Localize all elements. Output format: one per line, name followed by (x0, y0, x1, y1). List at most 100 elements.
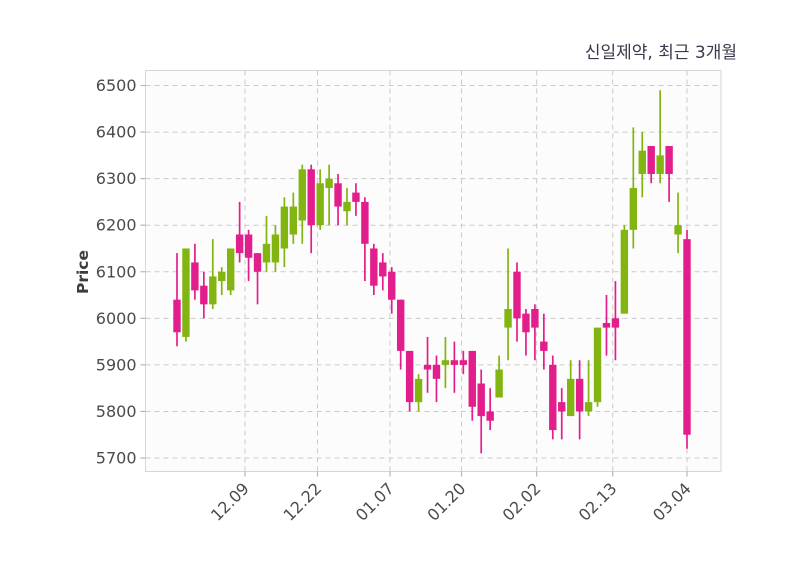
candle-body (638, 150, 646, 174)
y-tick-label: 6200 (96, 216, 137, 235)
candle (280, 197, 289, 268)
candle-body (352, 192, 360, 202)
candle-body (522, 313, 530, 333)
x-tick-label: 01.07 (352, 479, 398, 525)
y-tick-label: 6400 (96, 123, 137, 142)
plot-border (145, 70, 722, 472)
candle (325, 164, 333, 226)
candle (683, 229, 691, 449)
candle (575, 360, 584, 440)
candle (665, 146, 673, 202)
candle-body (566, 378, 575, 417)
candle-body (325, 178, 333, 188)
candle-wick (328, 164, 330, 226)
candle (620, 225, 629, 314)
candle (593, 327, 602, 407)
candle-wick (489, 388, 492, 431)
candle-body (647, 146, 655, 174)
candle-body (289, 206, 298, 235)
candle (334, 173, 342, 226)
candle (423, 336, 432, 393)
candle-body (191, 262, 199, 291)
y-tick-label: 6000 (96, 309, 137, 328)
candle-wick (677, 192, 679, 254)
candle-body (540, 341, 548, 351)
candle-wick (659, 90, 662, 184)
x-tick-label: 03.04 (649, 479, 695, 525)
candle (191, 243, 199, 300)
candle-body (432, 364, 441, 379)
candle-body (575, 378, 584, 412)
candle (253, 253, 262, 305)
candle (611, 281, 620, 361)
candle-wick (453, 341, 456, 393)
candle (173, 253, 181, 347)
candle-body (209, 276, 217, 305)
candle-body (674, 225, 682, 235)
candle (674, 192, 682, 254)
candle (584, 360, 593, 417)
candle-body (396, 299, 405, 351)
candle (209, 239, 217, 309)
candle-body (486, 411, 494, 421)
candle-body (620, 229, 629, 314)
candle (432, 355, 441, 403)
y-tick-label: 5800 (96, 402, 137, 421)
axis-ticks (140, 84, 688, 477)
candle-body (558, 402, 566, 412)
candle-body (549, 364, 557, 431)
candle (235, 201, 244, 263)
candle-body (495, 369, 503, 398)
candle-wick (256, 253, 259, 305)
candle (450, 341, 459, 393)
candle-body (611, 318, 620, 328)
candle-body (414, 378, 423, 403)
candle-body (182, 248, 190, 337)
candle-wick (587, 360, 590, 417)
candle-body (253, 253, 262, 272)
candle (316, 169, 324, 230)
candle-body (271, 234, 280, 263)
candle (477, 369, 485, 454)
x-tick-label: 02.13 (575, 479, 621, 525)
candle (531, 304, 539, 361)
candle-body (665, 146, 673, 174)
candle (370, 243, 378, 296)
candle-body (244, 234, 253, 258)
candle (405, 350, 414, 412)
candle (468, 350, 476, 421)
candle (352, 183, 360, 216)
candle (388, 267, 396, 314)
candle-body (423, 364, 432, 370)
candle (558, 388, 566, 440)
candle (343, 187, 351, 226)
candle-body (468, 350, 476, 407)
candle-body (343, 201, 351, 212)
candle-body (683, 239, 691, 435)
candle-body (334, 183, 342, 207)
candle-body (593, 327, 602, 403)
candle (441, 336, 450, 389)
candle (226, 248, 235, 296)
candle-body (584, 402, 593, 412)
chart-title: 신일제약, 최근 3개월 (585, 43, 737, 63)
candle (638, 132, 646, 198)
y-tick-label: 5900 (96, 355, 137, 374)
candle (361, 197, 369, 282)
candle (495, 355, 503, 398)
y-tick-label: 6100 (96, 262, 137, 281)
candle-body (477, 383, 485, 417)
candle (540, 313, 548, 370)
candle-wick (238, 201, 241, 263)
candle-body (504, 309, 512, 328)
candle-body (307, 169, 315, 226)
candle-body (200, 285, 208, 305)
candle-body (316, 183, 324, 226)
candle-body (405, 350, 414, 403)
candle (396, 299, 405, 370)
candle (379, 253, 387, 291)
x-tick-label: 12.22 (279, 479, 325, 525)
candle-body (656, 155, 664, 174)
candle-body (218, 271, 226, 282)
